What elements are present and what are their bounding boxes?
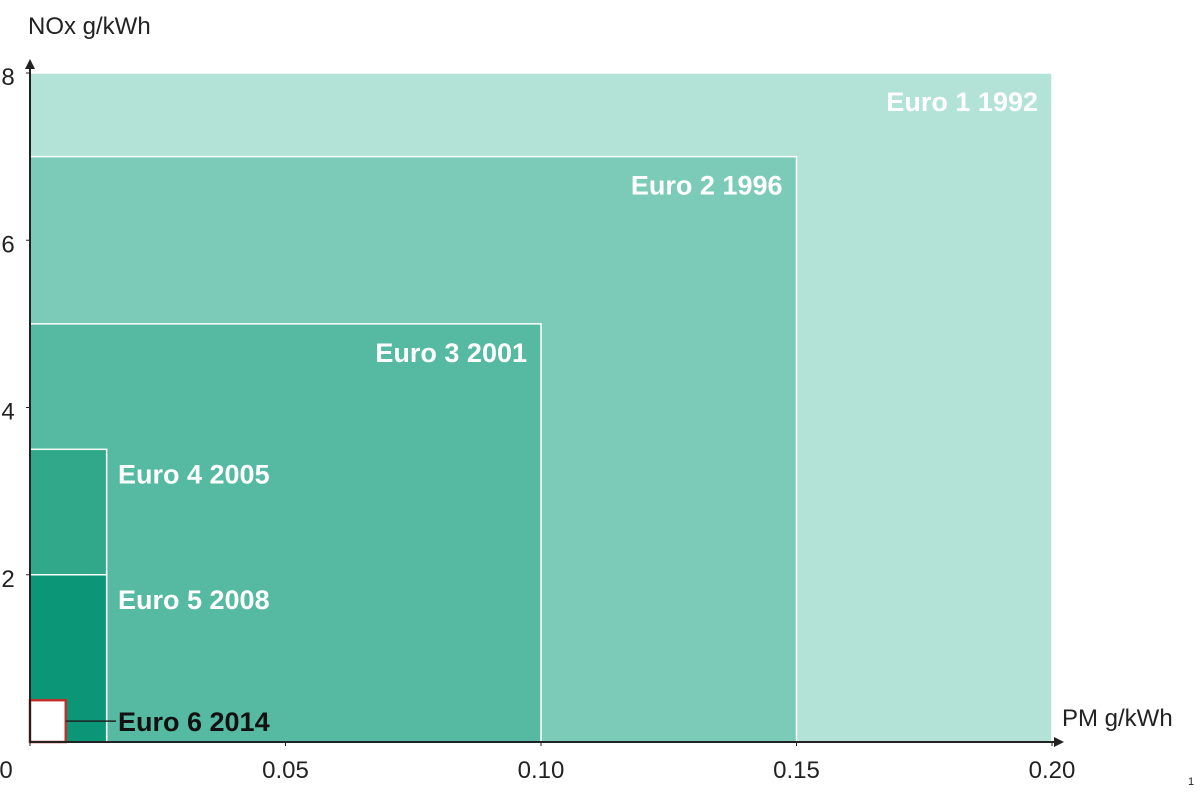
legend-label: Euro 2 1996 — [631, 171, 783, 201]
page-number: 1 — [1188, 776, 1194, 788]
legend-label: Euro 5 2008 — [118, 585, 270, 615]
legend-label: Euro 4 2005 — [118, 459, 270, 489]
x-tick-label: 0.20 — [1029, 757, 1076, 784]
x-axis-arrow — [1054, 737, 1064, 747]
x-tick-label: 0.05 — [262, 757, 309, 784]
x-tick-label: 0.15 — [773, 757, 820, 784]
legend-label: Euro 1 1992 — [886, 87, 1038, 117]
y-tick-label: 4 — [1, 399, 14, 426]
y-tick-label: 8 — [1, 64, 14, 91]
x-tick-label: 0 — [0, 757, 13, 784]
limit-area — [29, 323, 542, 743]
y-axis-label: NOx g/kWh — [28, 13, 151, 40]
legend-label: Euro 6 2014 — [118, 707, 270, 737]
y-tick-label: 2 — [1, 566, 14, 593]
y-tick-label: 6 — [1, 231, 14, 258]
legend-label: Euro 3 2001 — [375, 338, 527, 368]
limit-area — [28, 698, 68, 744]
x-axis-label: PM g/kWh — [1062, 705, 1173, 732]
x-tick-label: 0.10 — [518, 757, 565, 784]
y-axis-arrow — [25, 59, 35, 69]
